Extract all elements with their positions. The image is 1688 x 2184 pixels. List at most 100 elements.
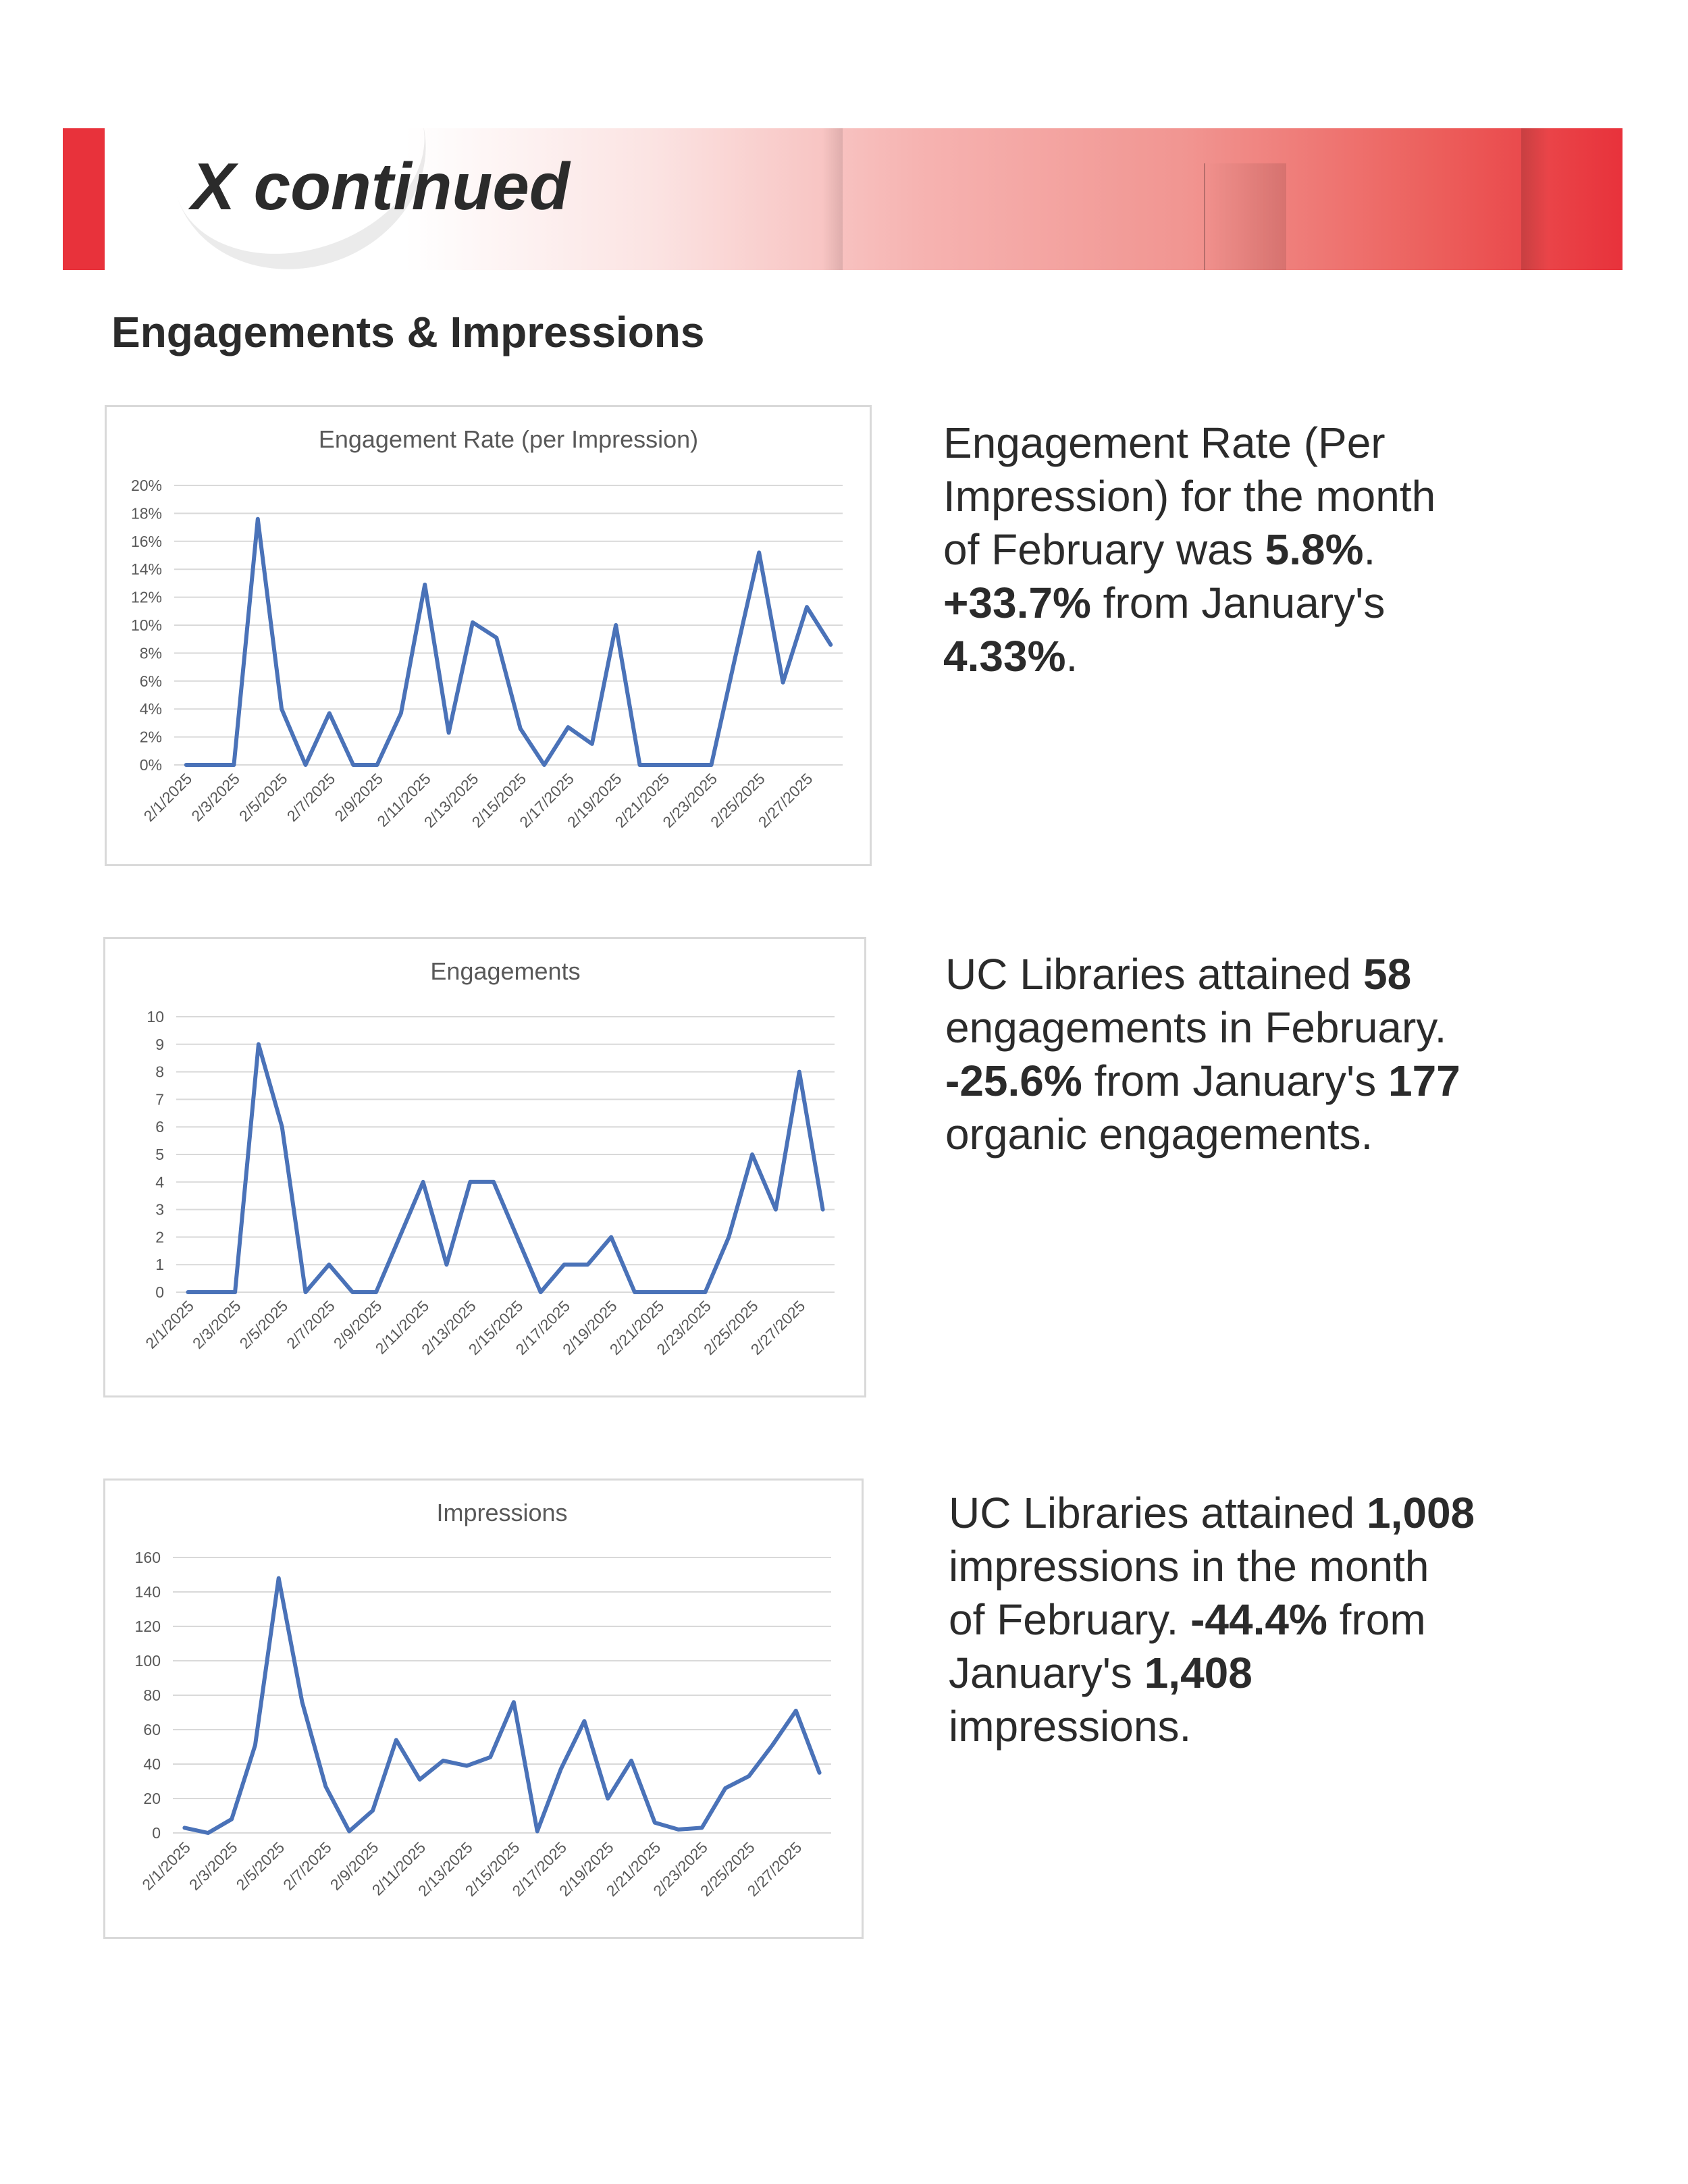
data-point	[375, 763, 379, 767]
desc-line: impressions.	[949, 1702, 1192, 1751]
desc-text: January's	[949, 1649, 1144, 1697]
engagement-rate-chart: Engagement Rate (per Impression) 0% 2% 4% 6%…	[105, 405, 872, 866]
data-point	[494, 636, 498, 640]
data-point	[519, 726, 523, 730]
x-tick-label: 2/5/2025	[236, 1297, 292, 1352]
engagement-rate-description: Engagement Rate (Per Impression) for the…	[943, 417, 1435, 683]
data-point	[399, 711, 403, 715]
data-point	[447, 730, 451, 735]
data-point	[609, 1235, 613, 1239]
data-point	[280, 707, 284, 711]
data-point	[186, 1290, 190, 1294]
y-tick-label: 2	[155, 1228, 164, 1246]
data-point	[465, 1764, 469, 1768]
y-tick-label: 60	[143, 1721, 161, 1738]
y-tick-label: 0%	[140, 756, 162, 774]
desc-line: +33.7% from January's	[943, 577, 1435, 630]
data-point	[633, 1290, 637, 1294]
y-tick-label: 4%	[140, 700, 162, 718]
y-tick-label: 10	[147, 1008, 164, 1026]
data-point	[421, 1180, 425, 1184]
data-point	[304, 1290, 308, 1294]
y-tick-label: 0	[155, 1283, 164, 1301]
data-point	[656, 1290, 660, 1294]
impressions-chart-svg: Impressions 0 20 40 60 80 100 120 140 160 2/1/2025…	[135, 1499, 831, 1900]
desc-line: Engagement Rate (Per	[943, 419, 1386, 467]
x-tick-label: 2/7/2025	[280, 1838, 335, 1894]
x-tick-label: 2/3/2025	[186, 1838, 241, 1894]
data-point	[471, 620, 475, 624]
data-point	[662, 763, 666, 767]
data-point	[781, 681, 785, 685]
data-point	[535, 1829, 539, 1833]
data-point	[797, 1070, 801, 1074]
data-point	[512, 1700, 516, 1704]
y-tick-label: 14%	[131, 560, 162, 578]
y-tick-label: 16%	[131, 533, 162, 550]
data-point	[680, 1290, 684, 1294]
desc-line: of February. -44.4% from	[949, 1593, 1475, 1647]
data-point	[280, 1125, 284, 1129]
y-tick-label: 20%	[131, 477, 162, 494]
desc-text: UC Libraries attained	[945, 950, 1363, 998]
banner-decoration	[1521, 128, 1548, 270]
data-point	[637, 763, 641, 767]
engagements-change: -25.6%	[945, 1057, 1082, 1105]
data-point	[492, 1180, 496, 1184]
data-point	[230, 1817, 234, 1821]
data-point	[821, 1208, 825, 1212]
chart-title: Engagement Rate (per Impression)	[319, 425, 698, 453]
y-tick-label: 9	[155, 1036, 164, 1053]
x-tick-label: 2/1/2025	[138, 1838, 194, 1894]
impressions-value: 1,008	[1366, 1489, 1475, 1537]
chart-title: Engagements	[430, 957, 580, 985]
data-point	[300, 1700, 305, 1704]
rate-value: 5.8%	[1265, 525, 1364, 574]
data-point	[206, 1831, 210, 1835]
desc-line: engagements in February.	[945, 1003, 1447, 1052]
desc-text: .	[1065, 632, 1078, 681]
data-point	[805, 605, 809, 609]
data-point	[733, 656, 737, 660]
banner-decoration	[822, 128, 843, 270]
data-point	[233, 1290, 237, 1294]
data-point	[727, 1235, 731, 1239]
data-point	[468, 1180, 472, 1184]
desc-line: 4.33%.	[943, 630, 1435, 683]
desc-line: organic engagements.	[945, 1110, 1373, 1158]
y-tick-label: 40	[143, 1755, 161, 1773]
series-line	[182, 1576, 822, 1835]
impressions-description: UC Libraries attained 1,008 impressions …	[949, 1487, 1475, 1753]
data-point	[394, 1738, 398, 1742]
x-tick-label: 2/7/2025	[283, 1297, 338, 1352]
x-tick-label: 2/1/2025	[140, 770, 196, 825]
desc-line: impressions in the month	[949, 1542, 1429, 1591]
desc-text: of February.	[949, 1595, 1191, 1644]
desc-line: January's 1,408	[949, 1647, 1475, 1700]
data-point	[257, 1042, 261, 1046]
y-tick-label: 12%	[131, 589, 162, 606]
data-point	[182, 1826, 186, 1830]
page-title: X continued	[191, 149, 570, 223]
x-tick-label: 2/1/2025	[142, 1297, 197, 1352]
desc-line: of February was 5.8%.	[943, 523, 1435, 577]
data-point	[256, 517, 260, 521]
engagements-chart: Engagements 0 1 2 3 4 5 6 7 8 9 10 2/1/2025 2/3/2025 2…	[103, 937, 866, 1397]
chart-title: Impressions	[436, 1499, 567, 1526]
data-point	[723, 1786, 727, 1790]
desc-text: from	[1327, 1595, 1426, 1644]
data-point	[559, 1767, 563, 1772]
data-point	[629, 1759, 633, 1763]
data-point	[350, 1290, 354, 1294]
data-point	[444, 1262, 448, 1267]
data-point	[794, 1709, 798, 1713]
x-tick-label: 2/3/2025	[189, 1297, 244, 1352]
header-banner: X continued	[63, 128, 1623, 270]
series-line	[186, 1042, 825, 1294]
data-point	[757, 550, 761, 554]
data-point	[677, 1828, 681, 1832]
impressions-previous: 1,408	[1144, 1649, 1252, 1697]
data-point	[703, 1290, 707, 1294]
data-point	[327, 1262, 331, 1267]
data-point	[685, 763, 689, 767]
